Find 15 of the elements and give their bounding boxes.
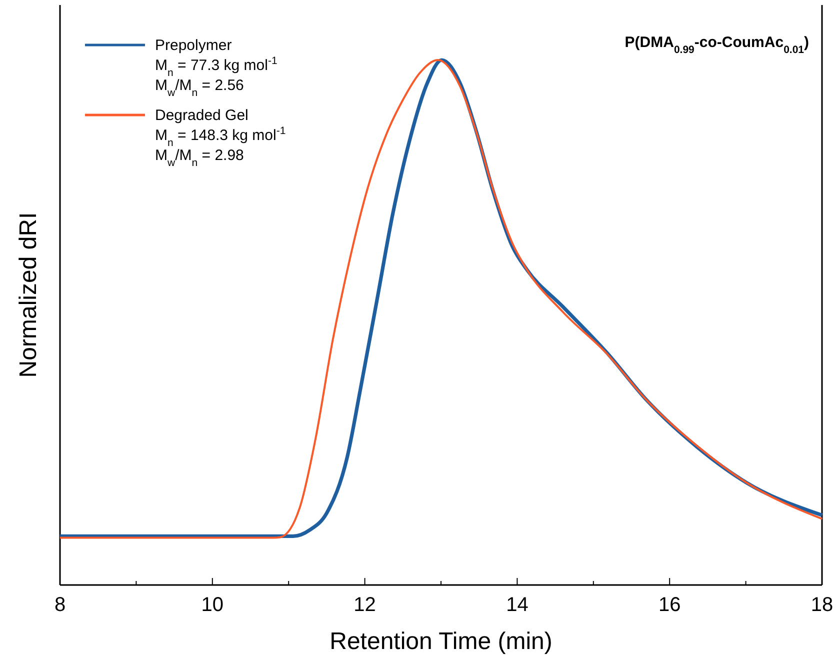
x-tick-label: 14 [506, 594, 528, 616]
x-tick-label: 12 [354, 594, 376, 616]
x-tick-label: 16 [658, 594, 681, 616]
x-tick-label: 8 [54, 594, 66, 616]
y-axis-title: Normalized dRI [15, 212, 42, 378]
annotation: M$_{n}$ = 77.3 kg mol$^{-1}$ [155, 55, 278, 79]
x-tick-label: 10 [201, 594, 224, 616]
chart-title: P(DMA$_{0.99}$-co-CoumAc$_{0.01}$) [624, 34, 809, 56]
annotation: M$_{w}$/M$_{n}$ = 2.98 [155, 147, 244, 169]
legend-label: Prepolymer [155, 37, 232, 54]
x-tick-label: 18 [810, 594, 834, 616]
x-axis-title: Retention Time (min) [330, 628, 552, 655]
annotation: M$_{w}$/M$_{n}$ = 2.56 [155, 77, 244, 99]
legend-label: Degraded Gel [155, 107, 248, 124]
annotation: M$_{n}$ = 148.3 kg mol$^{-1}$ [155, 125, 286, 149]
